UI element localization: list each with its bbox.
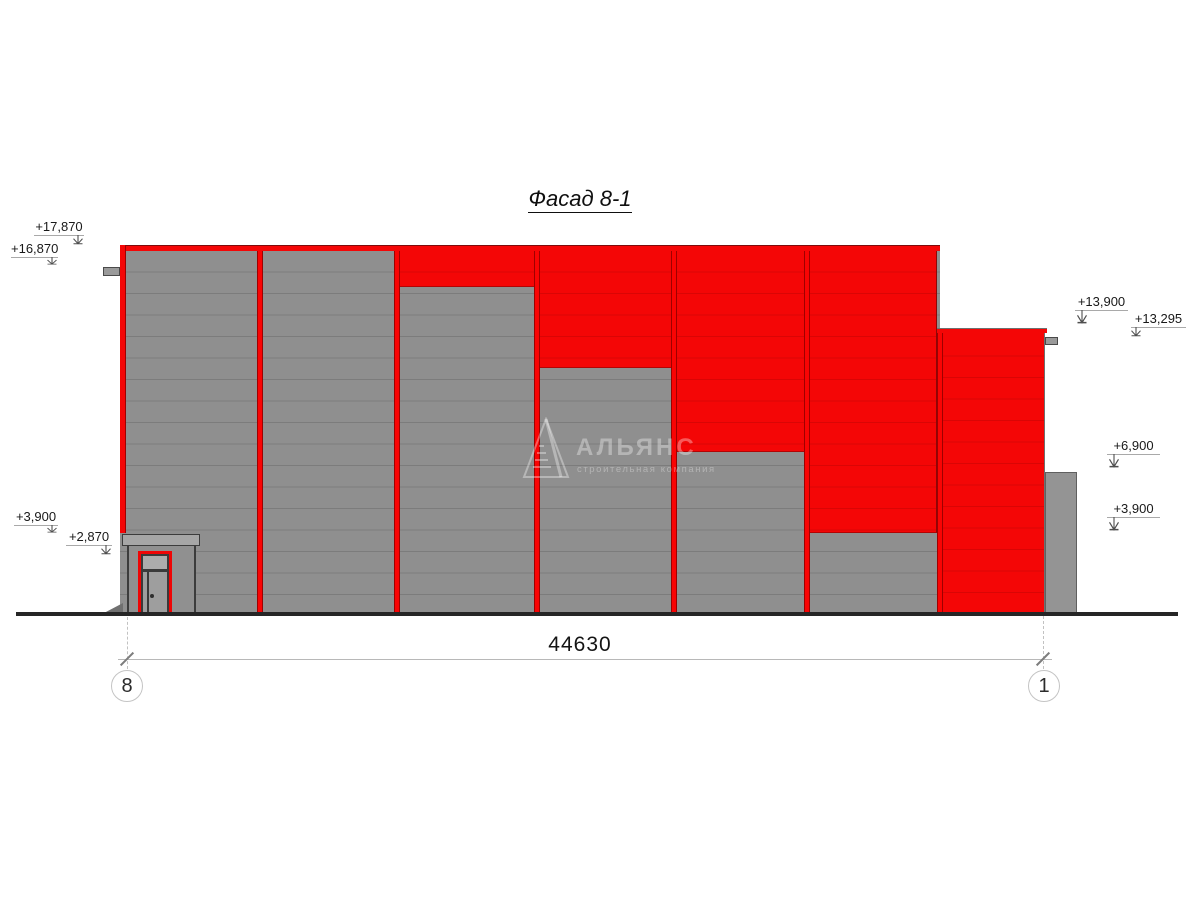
elevation-marker-3900-left: +3,900 <box>14 509 58 526</box>
red-step-bay5 <box>674 251 807 452</box>
elevation-arrow-icon <box>101 545 111 555</box>
ground-berm <box>104 603 123 613</box>
elevation-marker-2870: +2,870 <box>66 529 112 546</box>
dimension-value: 44630 <box>548 633 612 656</box>
panel-joint-strip-4 <box>671 251 677 615</box>
red-step-bay6 <box>807 251 937 533</box>
left-canopy-tab <box>103 267 120 276</box>
parapet-band <box>120 245 940 251</box>
elevation-marker-16870: +16,870 <box>11 241 59 258</box>
dim-extension-line-left <box>127 617 128 669</box>
dimension-line <box>118 659 1052 660</box>
elevation-marker-6900: +6,900 <box>1107 438 1160 455</box>
entrance-canopy <box>122 534 200 546</box>
elevation-arrow-icon <box>1131 327 1141 337</box>
door-hinge-line <box>147 572 149 615</box>
elevation-arrow-icon <box>1077 310 1087 324</box>
door-transom <box>143 556 167 569</box>
panel-joint-strip-6 <box>937 333 943 615</box>
panel-joint-strip-1 <box>257 251 263 615</box>
left-edge-red-strip <box>120 245 126 533</box>
elevation-arrow-icon <box>47 525 57 533</box>
elevation-marker-13900: +13,900 <box>1075 294 1128 311</box>
elevation-marker-17870: +17,870 <box>34 219 84 236</box>
axis-bubble-1: 1 <box>1028 670 1060 702</box>
elevation-arrow-icon <box>47 257 57 265</box>
elevation-arrow-icon <box>1109 517 1119 531</box>
panel-joint-strip-2 <box>394 251 400 615</box>
bay7-red-wall <box>937 333 1045 615</box>
panel-joint-strip-3 <box>534 251 540 615</box>
panel-joint-strip-5 <box>804 251 810 615</box>
drawing-title: Фасад 8-1 <box>460 186 700 213</box>
door-handle <box>150 593 154 598</box>
elevation-arrow-icon <box>1109 454 1119 468</box>
right-canopy-tab <box>1045 337 1058 345</box>
bay7-parapet-band <box>937 328 1047 333</box>
elevation-marker-13295: +13,295 <box>1131 311 1186 328</box>
red-step-bay4 <box>537 251 674 368</box>
door-leaf <box>143 572 167 615</box>
entrance-door-frame <box>138 551 172 615</box>
ground-line <box>16 612 1178 616</box>
elevation-marker-3900-right: +3,900 <box>1107 501 1160 518</box>
drawing-title-text: Фасад 8-1 <box>528 186 632 213</box>
axis-bubble-8: 8 <box>111 670 143 702</box>
axis-label-1: 1 <box>1038 674 1050 697</box>
elevation-arrow-icon <box>73 235 83 245</box>
dim-extension-line-right <box>1043 616 1044 669</box>
right-side-annex <box>1045 472 1077 615</box>
door-transom-bar <box>143 569 167 572</box>
red-step-bay3 <box>397 251 537 287</box>
axis-label-8: 8 <box>121 674 133 697</box>
